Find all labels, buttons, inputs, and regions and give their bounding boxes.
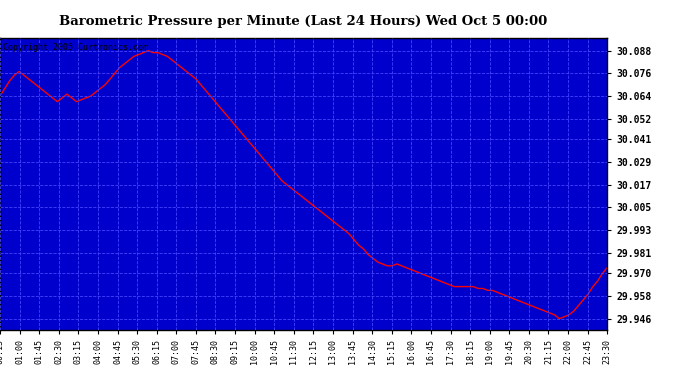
Text: Copyright 2005 Curtronics.com: Copyright 2005 Curtronics.com — [3, 44, 148, 52]
Text: Barometric Pressure per Minute (Last 24 Hours) Wed Oct 5 00:00: Barometric Pressure per Minute (Last 24 … — [59, 15, 548, 28]
